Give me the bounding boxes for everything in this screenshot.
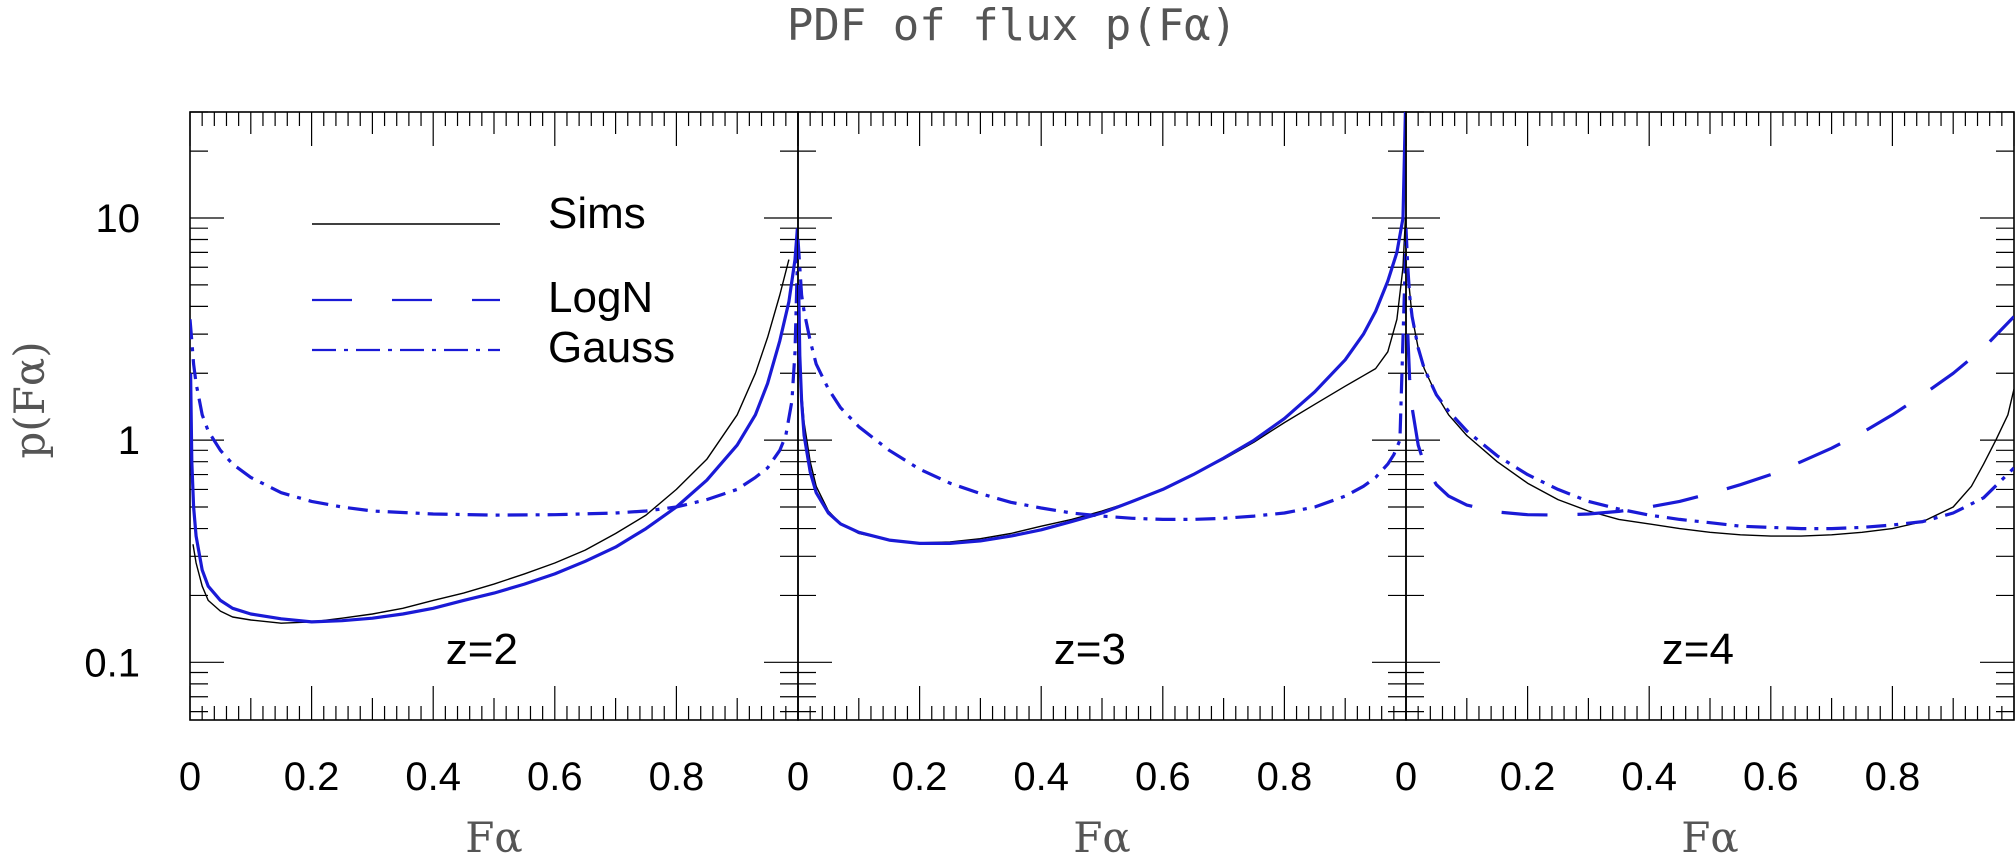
x-axis-label: Fα <box>1681 813 1739 862</box>
y-tick-label: 10 <box>96 197 141 241</box>
x-tick-label: 0.2 <box>1500 755 1556 799</box>
series-logn <box>190 228 798 624</box>
legend-label-gauss: Gauss <box>548 323 675 372</box>
panels-group: 0 0.2 0.4 0.6 0.8 Fα z=2 0 0.2 0.4 0.6 0.8 Fα z=3 0 0.2… <box>84 111 2015 862</box>
x-tick-label: 0.2 <box>892 755 948 799</box>
series-gauss <box>798 239 1406 521</box>
x-tick-label: 0.4 <box>405 755 461 799</box>
x-tick-label: 0.6 <box>1743 755 1799 799</box>
panel-label: z=3 <box>1054 625 1126 674</box>
panel-2: 0 0.2 0.4 0.6 0.8 Fα z=3 <box>787 111 1407 862</box>
y-tick-label: 1 <box>118 419 140 463</box>
panel-label: z=2 <box>446 625 518 674</box>
x-tick-label: 0.6 <box>527 755 583 799</box>
y-axis-label: p(Fα) <box>5 341 54 458</box>
panel-label: z=4 <box>1662 625 1734 674</box>
x-tick-label: 0.4 <box>1013 755 1069 799</box>
series-gauss <box>1406 228 2014 531</box>
x-tick-label: 0 <box>1395 755 1417 799</box>
legend-label-logn: LogN <box>548 273 653 322</box>
x-axis-label: Fα <box>1073 813 1131 862</box>
x-tick-label: 0.8 <box>1865 755 1921 799</box>
x-tick-label: 0.2 <box>284 755 340 799</box>
panel-3: 0 0.2 0.4 0.6 0.8 Fα z=4 <box>1395 111 2015 862</box>
x-tick-label: 0 <box>179 755 201 799</box>
y-tick-label: 0.1 <box>84 641 140 685</box>
series-logn <box>1406 315 2014 517</box>
series-sims <box>800 217 1406 544</box>
x-tick-label: 0.8 <box>1257 755 1313 799</box>
x-axis-label: Fα <box>465 813 523 862</box>
x-tick-label: 0.6 <box>1135 755 1191 799</box>
series-sims <box>1408 284 2014 537</box>
series-gauss <box>190 239 798 517</box>
series-sims <box>192 259 790 624</box>
x-tick-label: 0 <box>787 755 809 799</box>
x-tick-label: 0.4 <box>1621 755 1677 799</box>
chart-title: PDF of flux p(Fα) <box>787 0 1237 51</box>
legend-label-sims: Sims <box>548 189 646 238</box>
x-tick-label: 0.8 <box>649 755 705 799</box>
panel-1: 0 0.2 0.4 0.6 0.8 Fα z=2 <box>179 111 799 862</box>
series-logn <box>798 112 1406 545</box>
